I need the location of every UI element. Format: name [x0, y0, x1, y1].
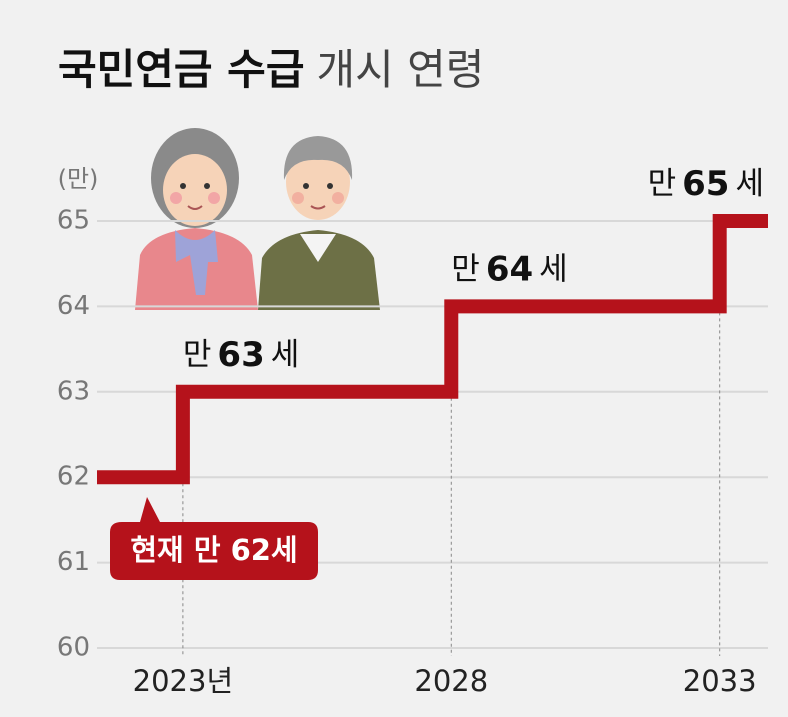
step-line: [97, 214, 768, 485]
y-tick-label: 63: [57, 376, 90, 406]
title-sub: 개시 연령: [316, 45, 484, 94]
step-label-part: 세: [271, 336, 300, 372]
y-tick-label: 64: [57, 291, 90, 321]
x-tick-label: 2028: [414, 664, 488, 698]
step-label-part: 만: [451, 251, 480, 287]
y-tick-label: 61: [57, 547, 90, 577]
step-label-part: 세: [735, 166, 764, 202]
step-label: 만 65 세: [648, 164, 764, 204]
step-label-part: 63: [217, 334, 264, 374]
step-label-part: 만: [648, 166, 677, 202]
y-unit: (만): [58, 165, 99, 193]
step-label-part: 64: [486, 249, 533, 289]
x-tick-label: 2023년: [133, 664, 233, 698]
callout-box: [110, 497, 318, 580]
illustration: [135, 128, 380, 310]
callout-text: 현재 만 62세: [130, 533, 297, 567]
x-tick-label: 2033: [683, 664, 757, 698]
title-main: 국민연금 수급: [58, 45, 304, 94]
step-label: 만 63 세: [183, 334, 299, 374]
y-tick-label: 62: [57, 462, 90, 492]
step-label: 만 64 세: [451, 249, 567, 289]
y-tick-label: 60: [57, 633, 90, 663]
chart-title: 국민연금 수급 개시 연령: [58, 45, 484, 94]
y-tick-label: 65: [57, 206, 90, 236]
step-label-part: 세: [539, 251, 568, 287]
step-label-part: 65: [682, 164, 729, 204]
step-label-part: 만: [183, 336, 212, 372]
